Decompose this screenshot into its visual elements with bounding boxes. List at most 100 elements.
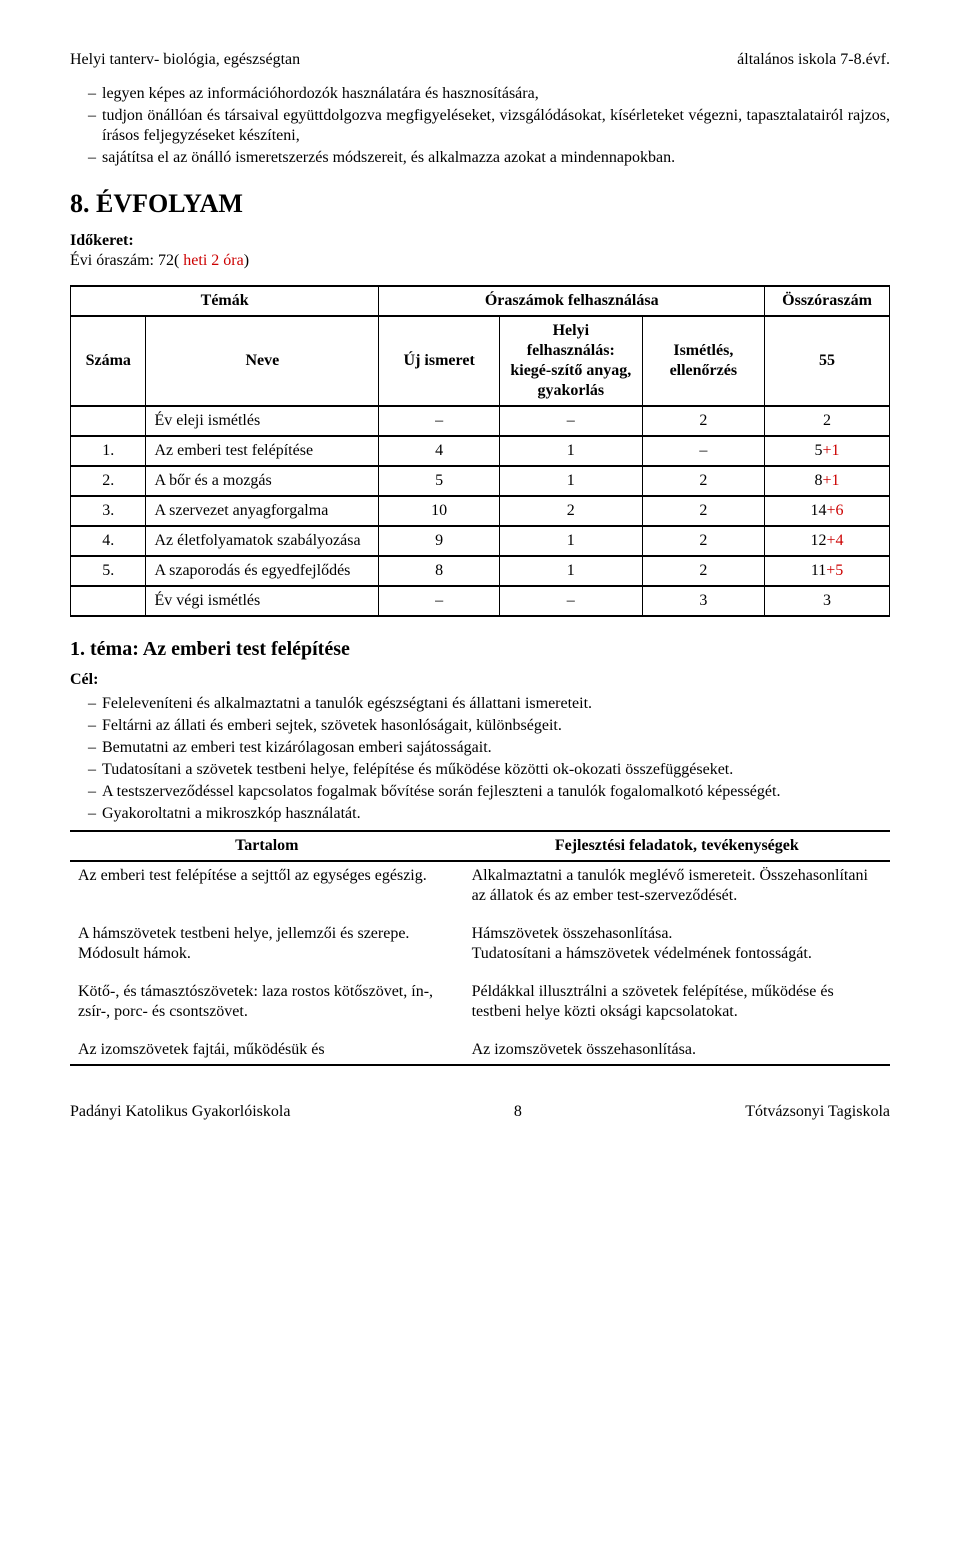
table-cell: 1 xyxy=(500,436,643,466)
table-cell: A bőr és a mozgás xyxy=(146,466,379,496)
bullet-item: –A testszerveződéssel kapcsolatos fogalm… xyxy=(88,782,890,802)
bullet-dash-icon: – xyxy=(88,738,102,758)
footer-left: Padányi Katolikus Gyakorlóiskola xyxy=(70,1102,290,1122)
table-row: Év eleji ismétlés––22 xyxy=(71,406,890,436)
timeframe-line: Évi óraszám: 72( heti 2 óra) xyxy=(70,251,890,271)
table-row: 3.A szervezet anyagforgalma102214+6 xyxy=(71,496,890,526)
table-row: 5.A szaporodás és egyedfejlődés81211+5 xyxy=(71,556,890,586)
bullet-dash-icon: – xyxy=(88,694,102,714)
table-row: 2.A bőr és a mozgás5128+1 xyxy=(71,466,890,496)
table-cell: – xyxy=(379,586,500,616)
table-row: 1.Az emberi test felépítése41–5+1 xyxy=(71,436,890,466)
table-cell-total: 12+4 xyxy=(765,526,890,556)
page-footer: Padányi Katolikus Gyakorlóiskola 8 Tótvá… xyxy=(70,1102,890,1122)
bullet-item: –Tudatosítani a szövetek testbeni helye,… xyxy=(88,760,890,780)
hours-table: Témák Óraszámok felhasználása Összóraszá… xyxy=(70,285,890,617)
table-cell: 3. xyxy=(71,496,146,526)
timeframe-red: heti 2 óra xyxy=(179,252,243,269)
cel-bullets: –Feleleveníteni és alkalmaztatni a tanul… xyxy=(88,694,890,824)
table-row: 4.Az életfolyamatok szabályozása91212+4 xyxy=(71,526,890,556)
tema-heading: 1. téma: Az emberi test felépítése xyxy=(70,637,890,662)
table-cell: 2. xyxy=(71,466,146,496)
table-cell: 5 xyxy=(379,466,500,496)
bullet-item: –sajátítsa el az önálló ismeretszerzés m… xyxy=(88,148,890,168)
table-cell: – xyxy=(379,406,500,436)
bullet-dash-icon: – xyxy=(88,84,102,104)
table-cell: Év végi ismétlés xyxy=(146,586,379,616)
tartalom-left: A hámszövetek testbeni helye, jellemzői … xyxy=(70,910,464,968)
bullet-dash-icon: – xyxy=(88,106,102,146)
bullet-text: Gyakoroltatni a mikroszkóp használatát. xyxy=(102,804,890,824)
bullet-text: A testszerveződéssel kapcsolatos fogalma… xyxy=(102,782,890,802)
bullet-dash-icon: – xyxy=(88,782,102,802)
table-cell: 9 xyxy=(379,526,500,556)
table-cell: 5. xyxy=(71,556,146,586)
th-tartalom: Tartalom xyxy=(70,831,464,861)
table-cell-total: 5+1 xyxy=(765,436,890,466)
table-cell: A szervezet anyagforgalma xyxy=(146,496,379,526)
bullet-text: tudjon önállóan és társaival együttdolgo… xyxy=(102,106,890,146)
table-cell: 2 xyxy=(642,496,765,526)
bullet-text: Feleleveníteni és alkalmaztatni a tanuló… xyxy=(102,694,890,714)
table-cell: 10 xyxy=(379,496,500,526)
table-cell: 4 xyxy=(379,436,500,466)
bullet-dash-icon: – xyxy=(88,716,102,736)
footer-right: Tótvázsonyi Tagiskola xyxy=(745,1102,890,1122)
timeframe-suffix: ) xyxy=(244,252,249,269)
timeframe-prefix: Évi óraszám: 72( xyxy=(70,252,179,269)
bullet-text: Tudatosítani a szövetek testbeni helye, … xyxy=(102,760,890,780)
table-cell: Év eleji ismétlés xyxy=(146,406,379,436)
th-themes: Témák xyxy=(71,286,379,316)
tartalom-row: Az izomszövetek fajtái, működésük ésAz i… xyxy=(70,1026,890,1065)
table-cell: 1 xyxy=(500,466,643,496)
table-cell: 2 xyxy=(642,466,765,496)
grade-heading: 8. ÉVFOLYAM xyxy=(70,188,890,221)
cel-label: Cél: xyxy=(70,670,890,690)
bullet-text: sajátítsa el az önálló ismeretszerzés mó… xyxy=(102,148,890,168)
table-row: Év végi ismétlés––33 xyxy=(71,586,890,616)
tartalom-row: A hámszövetek testbeni helye, jellemzői … xyxy=(70,910,890,968)
table-cell: 1. xyxy=(71,436,146,466)
table-cell: 1 xyxy=(500,556,643,586)
total-red-suffix: +1 xyxy=(823,472,840,489)
bullet-dash-icon: – xyxy=(88,148,102,168)
tartalom-left: Az emberi test felépítése a sejttől az e… xyxy=(70,861,464,910)
bullet-item: –Feltárni az állati és emberi sejtek, sz… xyxy=(88,716,890,736)
table-cell: Az emberi test felépítése xyxy=(146,436,379,466)
footer-center: 8 xyxy=(514,1102,522,1122)
bullet-text: Feltárni az állati és emberi sejtek, szö… xyxy=(102,716,890,736)
table-cell: 3 xyxy=(642,586,765,616)
bullet-item: –Bemutatni az emberi test kizárólagosan … xyxy=(88,738,890,758)
table-cell: 8 xyxy=(379,556,500,586)
total-red-suffix: +5 xyxy=(826,562,843,579)
table-cell: – xyxy=(500,586,643,616)
timeframe-label: Időkeret: xyxy=(70,231,890,251)
table-cell-total: 14+6 xyxy=(765,496,890,526)
th-neve: Neve xyxy=(146,316,379,406)
table-cell: 2 xyxy=(642,406,765,436)
table-cell-total: 3 xyxy=(765,586,890,616)
table-cell xyxy=(71,586,146,616)
th-fejlesztesi: Fejlesztési feladatok, tevékenységek xyxy=(464,831,890,861)
table-cell: – xyxy=(642,436,765,466)
tartalom-right: Az izomszövetek összehasonlítása. xyxy=(464,1026,890,1065)
th-uj: Új ismeret xyxy=(379,316,500,406)
table-cell-total: 11+5 xyxy=(765,556,890,586)
tartalom-row: Kötő-, és támasztószövetek: laza rostos … xyxy=(70,968,890,1026)
bullet-dash-icon: – xyxy=(88,760,102,780)
tartalom-left: Az izomszövetek fajtái, működésük és xyxy=(70,1026,464,1065)
intro-bullets: –legyen képes az információhordozók hasz… xyxy=(88,84,890,168)
total-red-suffix: +4 xyxy=(827,532,844,549)
th-total: Összóraszám xyxy=(765,286,890,316)
bullet-item: –Gyakoroltatni a mikroszkóp használatát. xyxy=(88,804,890,824)
page-header: Helyi tanterv- biológia, egészségtan ált… xyxy=(70,50,890,70)
bullet-text: legyen képes az információhordozók haszn… xyxy=(102,84,890,104)
header-right: általános iskola 7-8.évf. xyxy=(737,50,890,70)
table-cell: 2 xyxy=(642,526,765,556)
table-cell: A szaporodás és egyedfejlődés xyxy=(146,556,379,586)
table-cell-total: 2 xyxy=(765,406,890,436)
bullet-item: –Feleleveníteni és alkalmaztatni a tanul… xyxy=(88,694,890,714)
header-left: Helyi tanterv- biológia, egészségtan xyxy=(70,50,300,70)
tartalom-right: Példákkal illusztrálni a szövetek felépí… xyxy=(464,968,890,1026)
total-red-suffix: +1 xyxy=(823,442,840,459)
